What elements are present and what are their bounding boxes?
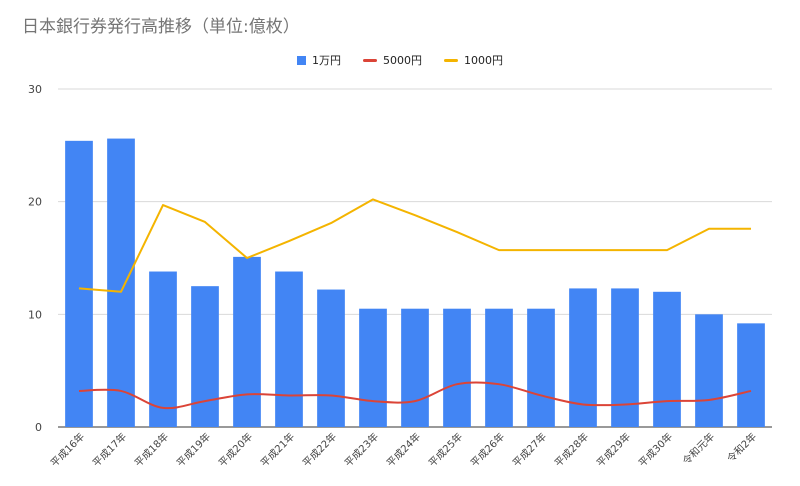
x-tick-label: 平成27年 bbox=[510, 430, 549, 469]
legend-swatch-5000 bbox=[363, 58, 377, 62]
x-tick-label: 平成25年 bbox=[426, 430, 465, 469]
y-tick-label: 10 bbox=[28, 308, 42, 321]
legend-swatch-bar bbox=[297, 55, 306, 65]
x-tick-label: 平成30年 bbox=[636, 430, 675, 469]
chart-title: 日本銀行券発行高推移（単位:億枚） bbox=[22, 17, 300, 37]
bar-1man-13 bbox=[611, 288, 639, 427]
bar-1man-10 bbox=[485, 308, 513, 427]
legend-label-1000: 1000円 bbox=[464, 54, 503, 67]
x-tick-label: 令和元年 bbox=[680, 430, 717, 467]
legend-item-bar: 1万円 bbox=[297, 52, 341, 68]
bar-1man-2 bbox=[149, 271, 177, 427]
bar-1man-9 bbox=[443, 308, 471, 427]
x-tick-label: 平成20年 bbox=[216, 430, 255, 469]
bar-1man-12 bbox=[569, 288, 597, 427]
y-tick-label: 0 bbox=[35, 421, 42, 434]
x-tick-label: 平成23年 bbox=[342, 430, 381, 469]
legend-swatch-1000 bbox=[444, 58, 458, 62]
bar-1man-5 bbox=[275, 271, 303, 427]
x-tick-label: 平成19年 bbox=[174, 430, 213, 469]
y-tick-label: 20 bbox=[28, 196, 42, 209]
legend-item-1000: 1000円 bbox=[444, 52, 503, 68]
x-tick-label: 平成28年 bbox=[552, 430, 591, 469]
x-tick-label: 平成21年 bbox=[258, 430, 297, 469]
bar-1man-7 bbox=[359, 308, 387, 427]
bar-1man-4 bbox=[233, 256, 261, 427]
bar-1man-11 bbox=[527, 308, 555, 427]
bar-1man-16 bbox=[737, 323, 765, 427]
y-tick-label: 30 bbox=[28, 83, 42, 96]
series-line-5000 bbox=[78, 381, 752, 410]
chart-legend: 1万円 5000円 1000円 bbox=[0, 52, 800, 68]
series-line-1000 bbox=[78, 198, 751, 293]
bar-1man-1 bbox=[107, 138, 135, 427]
legend-label-bar: 1万円 bbox=[312, 54, 341, 67]
x-tick-label: 令和2年 bbox=[724, 430, 759, 465]
x-tick-label: 平成17年 bbox=[90, 430, 129, 469]
bar-1man-15 bbox=[695, 314, 723, 427]
legend-item-5000: 5000円 bbox=[363, 52, 422, 68]
x-tick-label: 平成26年 bbox=[468, 430, 507, 469]
x-tick-label: 平成24年 bbox=[384, 430, 423, 469]
x-tick-label: 平成18年 bbox=[132, 430, 171, 469]
bar-1man-14 bbox=[653, 291, 681, 427]
legend-label-5000: 5000円 bbox=[383, 54, 422, 67]
x-tick-label: 平成16年 bbox=[48, 430, 87, 469]
x-tick-label: 平成22年 bbox=[300, 430, 339, 469]
bar-1man-0 bbox=[65, 140, 93, 427]
bar-1man-6 bbox=[317, 289, 345, 427]
x-tick-label: 平成29年 bbox=[594, 430, 633, 469]
bar-1man-8 bbox=[401, 308, 429, 427]
bar-1man-3 bbox=[191, 286, 219, 427]
